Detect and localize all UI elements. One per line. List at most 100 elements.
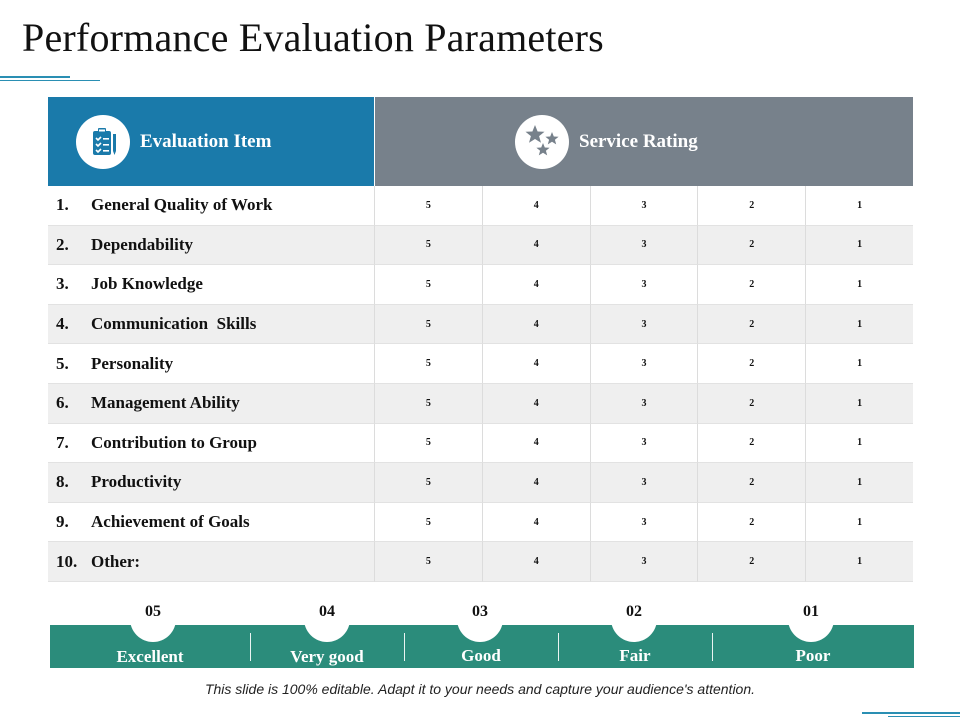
header-service-rating: Service Rating xyxy=(374,97,913,186)
rating-cell: 3 xyxy=(589,463,698,503)
evaluation-item-cell: 9. Achievement of Goals xyxy=(48,503,374,543)
scale-segment: Good xyxy=(404,625,558,668)
decorative-line xyxy=(888,716,960,717)
item-number: 7. xyxy=(56,432,69,452)
rating-cell: 2 xyxy=(697,304,806,345)
table-body: 1. General Quality of Work 5 4 3 2 1 2. Dependab… xyxy=(48,186,913,582)
item-number: 8. xyxy=(56,472,69,492)
rating-cell: 4 xyxy=(481,304,590,345)
scale-divider xyxy=(250,633,251,661)
rating-cell: 3 xyxy=(589,265,698,305)
scale-number-badge: 03 xyxy=(457,596,503,642)
rating-cell: 1 xyxy=(805,225,913,266)
item-number: 2. xyxy=(56,234,69,254)
scale-segment: Fair xyxy=(558,625,712,668)
header-rating-label: Service Rating xyxy=(579,130,698,152)
item-number: 6. xyxy=(56,393,69,413)
scale-segment: Poor xyxy=(712,625,914,668)
header-evaluation-item: Evaluation Item xyxy=(48,97,374,186)
scale-number-badge: 01 xyxy=(788,596,834,642)
evaluation-item-cell: 6. Management Ability xyxy=(48,384,374,424)
item-label: General Quality of Work xyxy=(91,195,273,215)
scale-label: Very good xyxy=(290,647,364,666)
rating-cell: 2 xyxy=(697,344,806,384)
rating-cell: 5 xyxy=(374,383,482,424)
rating-cell: 2 xyxy=(697,463,806,503)
table-row: 5. Personality 5 4 3 2 1 xyxy=(48,344,913,384)
rating-cell: 5 xyxy=(374,542,482,582)
scale-label: Good xyxy=(461,646,501,665)
rating-cell: 5 xyxy=(374,225,482,266)
scale-divider xyxy=(558,633,559,661)
scale-segment: Very good xyxy=(250,625,404,668)
rating-cell: 4 xyxy=(481,423,590,464)
table-row: 7. Contribution to Group 5 4 3 2 1 xyxy=(48,423,913,464)
footer-note: This slide is 100% editable. Adapt it to… xyxy=(204,681,756,697)
item-number: 3. xyxy=(56,274,69,294)
scale-number-badge: 02 xyxy=(611,596,657,642)
scale-label: Fair xyxy=(619,646,651,665)
table-row: 10. Other: 5 4 3 2 1 xyxy=(48,542,913,582)
rating-cell: 5 xyxy=(374,304,482,345)
rating-cell: 1 xyxy=(805,423,913,464)
rating-cell: 5 xyxy=(374,423,482,464)
item-number: 4. xyxy=(56,314,69,334)
table-row: 4. Communication Skills 5 4 3 2 1 xyxy=(48,304,913,345)
clipboard-checklist-icon xyxy=(76,114,130,169)
rating-cell: 4 xyxy=(481,265,590,305)
table-row: 3. Job Knowledge 5 4 3 2 1 xyxy=(48,265,913,305)
decorative-line xyxy=(0,80,100,81)
rating-cell: 2 xyxy=(697,265,806,305)
item-label: Other: xyxy=(91,551,141,571)
decorative-line xyxy=(862,712,960,714)
item-label: Achievement of Goals xyxy=(91,512,250,532)
rating-cell: 1 xyxy=(805,304,913,345)
rating-cell: 5 xyxy=(374,502,482,543)
evaluation-item-cell: 3. Job Knowledge xyxy=(48,265,374,305)
scale-divider xyxy=(404,633,405,661)
evaluation-item-cell: 10. Other: xyxy=(48,542,374,582)
rating-cell: 2 xyxy=(697,225,806,266)
evaluation-item-cell: 5. Personality xyxy=(48,344,374,384)
rating-cell: 4 xyxy=(481,186,590,226)
table-row: 9. Achievement of Goals 5 4 3 2 1 xyxy=(48,502,913,543)
rating-cell: 3 xyxy=(589,383,698,424)
rating-cell: 5 xyxy=(374,463,482,503)
rating-cell: 3 xyxy=(589,344,698,384)
scale-number: 03 xyxy=(472,603,488,620)
scale-number: 05 xyxy=(145,603,161,620)
scale-number-badge: 05 xyxy=(130,596,176,642)
rating-cell: 4 xyxy=(481,463,590,503)
rating-cell: 1 xyxy=(805,542,913,582)
rating-cell: 1 xyxy=(805,186,913,226)
stars-icon xyxy=(515,114,569,169)
rating-cell: 4 xyxy=(481,225,590,266)
rating-cell: 4 xyxy=(481,383,590,424)
rating-cell: 2 xyxy=(697,542,806,582)
scale-number: 02 xyxy=(626,603,642,620)
item-number: 9. xyxy=(56,512,69,532)
rating-cell: 3 xyxy=(589,502,698,543)
rating-cell: 3 xyxy=(589,423,698,464)
item-number: 10. xyxy=(56,551,78,571)
item-label: Job Knowledge xyxy=(91,274,203,294)
rating-cell: 3 xyxy=(589,186,698,226)
rating-cell: 3 xyxy=(589,304,698,345)
scale-number: 04 xyxy=(319,603,335,620)
evaluation-item-cell: 4. Communication Skills xyxy=(48,305,374,345)
scale-number: 01 xyxy=(803,603,819,620)
rating-cell: 2 xyxy=(697,423,806,464)
item-number: 1. xyxy=(56,195,69,215)
evaluation-item-cell: 8. Productivity xyxy=(48,463,374,503)
header-item-label: Evaluation Item xyxy=(140,130,272,152)
rating-cell: 4 xyxy=(481,344,590,384)
scale-label: Excellent xyxy=(116,647,184,666)
rating-cell: 4 xyxy=(481,542,590,582)
rating-cell: 5 xyxy=(374,265,482,305)
item-label: Personality xyxy=(91,353,174,373)
item-label: Management Ability xyxy=(91,393,240,413)
item-label: Productivity xyxy=(91,472,182,492)
rating-cell: 1 xyxy=(805,265,913,305)
item-number: 5. xyxy=(56,353,69,373)
table-row: 1. General Quality of Work 5 4 3 2 1 xyxy=(48,186,913,226)
